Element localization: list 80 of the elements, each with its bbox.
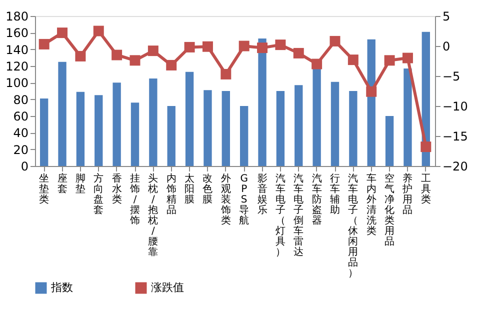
point — [257, 42, 268, 54]
point — [75, 50, 86, 62]
point — [93, 26, 104, 36]
x-tick-label: 工具类 — [420, 174, 431, 206]
x-tick-label: 坐垫类 — [39, 172, 50, 206]
x-tick-label: 车内外清洗类 — [366, 172, 376, 237]
y-tick-label: 120 — [6, 60, 28, 74]
x-tick-label: 养护用品 — [402, 172, 413, 216]
point — [166, 60, 177, 70]
bar — [385, 116, 394, 166]
point — [238, 40, 250, 52]
x-tick-label: 外观装饰类 — [220, 174, 231, 226]
x-tick-label: 汽车防盗器 — [312, 172, 322, 226]
y2-tick-label: 5 — [442, 10, 450, 24]
y-tick-label: 0 — [20, 160, 28, 174]
y-tick-label: 40 — [13, 126, 28, 140]
bar — [149, 78, 158, 166]
legend-label: 涨跌值 — [151, 281, 184, 294]
point — [402, 52, 413, 64]
y2-tick-label: 0 — [442, 40, 450, 54]
point — [130, 55, 140, 66]
point — [312, 58, 322, 70]
bar — [330, 82, 340, 166]
bar — [112, 82, 121, 166]
y-tick-label: 80 — [13, 92, 28, 107]
point — [366, 86, 377, 97]
bar — [349, 91, 358, 166]
y2-tick-label: −10 — [442, 100, 468, 114]
y-tick-label: 20 — [13, 142, 28, 157]
point — [184, 42, 195, 52]
x-tick-label: 太阳膜 — [184, 172, 195, 206]
point — [148, 46, 158, 56]
x-tick-label: 空气净化类用品 — [384, 172, 395, 248]
y-tick-label: 60 — [13, 110, 28, 124]
x-tick-label: 影音娱乐 — [257, 172, 268, 216]
bar — [294, 85, 303, 166]
x-tick-label: 挂饰/摆饰 — [129, 172, 140, 226]
x-tick-label: 行车辅助 — [330, 174, 340, 216]
point — [384, 55, 395, 66]
bar — [276, 91, 285, 166]
bar — [76, 92, 85, 166]
x-tick-label: 脚垫 — [75, 172, 86, 195]
bar — [167, 106, 176, 166]
point — [38, 38, 50, 50]
y-tick-label: 180 — [6, 10, 28, 24]
bar — [240, 106, 248, 166]
x-tick-label: 座套 — [57, 172, 68, 195]
point — [202, 41, 213, 52]
x-tick-label: 内饰精品 — [165, 172, 176, 216]
point — [57, 28, 68, 38]
point — [112, 50, 122, 60]
bar — [130, 102, 140, 166]
point — [293, 48, 304, 58]
x-tick-label: 汽车电子（灯具） — [275, 172, 286, 258]
point — [348, 54, 358, 66]
bar — [94, 95, 103, 166]
x-tick-label: 改色膜 — [202, 174, 213, 206]
x-tick-label: 汽车电子倒车雷达 — [294, 172, 304, 258]
point — [420, 142, 432, 152]
point — [220, 68, 232, 80]
x-tick-label: GPS导航 — [239, 174, 250, 226]
point — [330, 36, 340, 46]
y-tick-label: 100 — [6, 76, 28, 90]
bar — [185, 72, 194, 166]
y2-tick-label: −15 — [442, 130, 468, 144]
legend-label: 指数 — [50, 281, 73, 294]
x-tick-label: 方向盘套 — [94, 172, 104, 216]
category-label: 汽车电子（休闲用品） — [348, 174, 358, 279]
y-tick-label: 160 — [6, 26, 28, 40]
y2-tick-label: −20 — [442, 160, 468, 174]
y-tick-label: 140 — [6, 42, 28, 57]
x-tick-label: 头枕/抱枕/腰靠 — [147, 172, 158, 258]
point — [275, 40, 286, 50]
y2-tick-label: −5 — [442, 70, 460, 84]
x-tick-label: 香水类 — [112, 172, 122, 206]
bar — [58, 62, 66, 166]
bar — [404, 68, 412, 166]
bar — [222, 91, 230, 166]
bar — [40, 98, 48, 166]
bar — [204, 90, 212, 166]
